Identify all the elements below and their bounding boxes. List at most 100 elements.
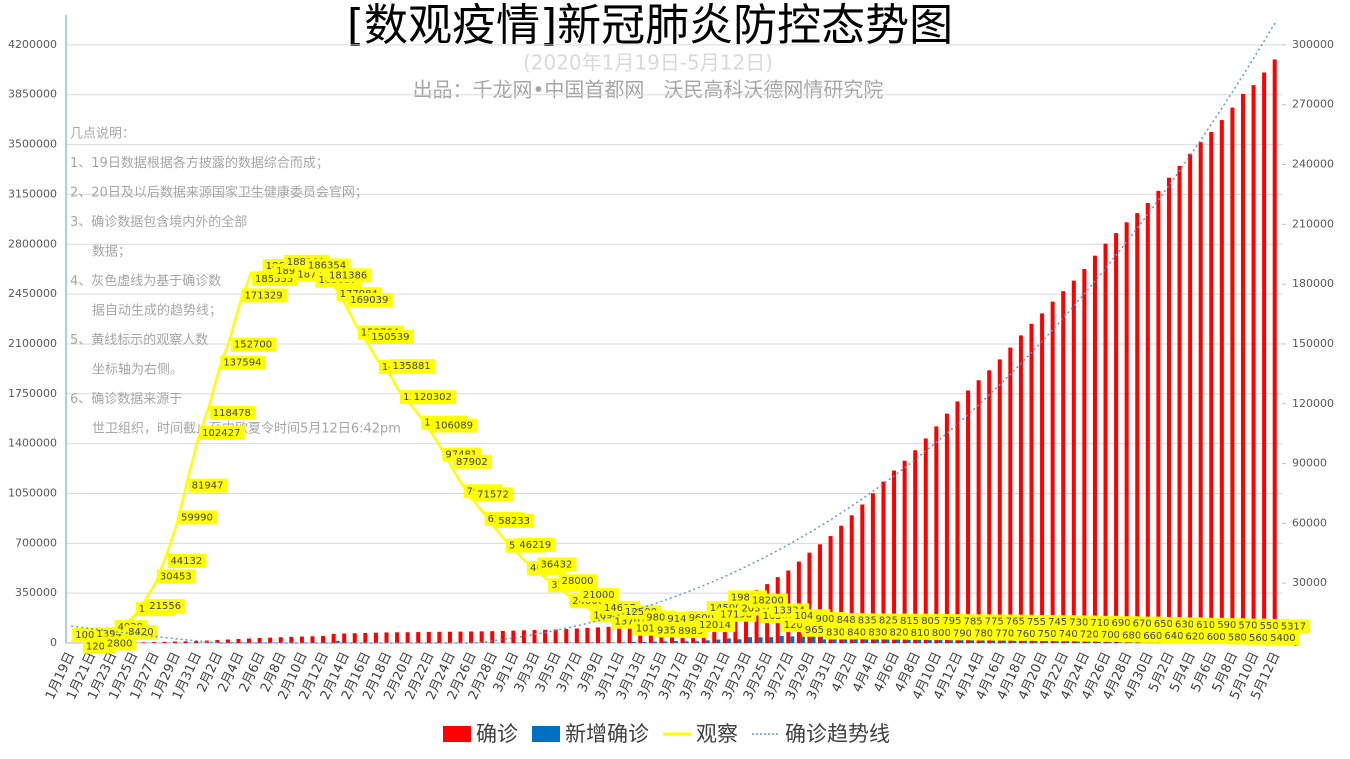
bar [1166,177,1171,643]
data-label: 8150 [900,616,925,627]
bar [352,633,357,643]
data-label: 71572 [477,489,509,500]
data-label: 30453 [160,571,192,582]
bar [902,460,907,643]
note: 2、20日及以后数据来源国家卫生健康委员会官网； [70,185,368,201]
data-label: 7400 [1059,629,1084,640]
bar [384,632,389,643]
bar [695,641,700,643]
y-tick-label: 4200000 [8,38,57,51]
bar [1082,269,1087,643]
bar [1251,85,1256,644]
data-label: 9000 [815,614,840,625]
data-label: 186354 [308,260,346,271]
bar [1240,93,1245,643]
bar [1061,291,1066,643]
data-label-box [1277,619,1311,634]
data-label-box [167,554,207,569]
y2-tick-label: 300000 [1292,38,1334,51]
bar [310,636,315,643]
data-label: 5900 [1217,620,1242,631]
bar [652,641,657,643]
data-label: 13334 [773,605,805,616]
data-label-box [104,636,137,651]
data-label: 8200 [889,628,914,639]
bar [479,631,484,643]
bar [860,504,865,643]
bar [631,642,636,643]
legend-item: 观察 [663,722,738,746]
bar [395,632,400,643]
data-label: 58233 [498,516,530,527]
note: 3、确诊数据包含境内外的全部 [70,214,247,230]
data-label: 10435 [794,611,826,622]
bar [595,627,600,643]
bar [987,370,992,643]
bar [289,636,294,643]
data-label: 7550 [1027,617,1052,628]
y-tick-label: 1050000 [8,486,57,499]
data-label-box [156,569,196,584]
bar [610,642,615,643]
data-label: 46219 [519,540,551,551]
data-label: 137594 [223,358,261,369]
data-label: 21556 [149,601,181,612]
data-label: 8309 [826,627,851,638]
data-label: 17198 [720,610,752,621]
data-label: 44132 [170,556,202,567]
note: 6、确诊数据来源于 [70,392,182,407]
bar [363,632,368,643]
note: 5、黄线标示的观察人数 [70,332,208,348]
bar [684,641,689,643]
bar [543,629,548,643]
data-label-box [199,425,245,440]
data-label: 152700 [234,340,272,351]
data-label: 12014 [699,620,731,631]
bar [458,631,463,643]
data-label: 7100 [1090,618,1115,629]
bar [811,634,816,643]
bar [405,632,410,643]
bar [1209,131,1214,643]
data-label: 6400 [1164,631,1189,642]
bar [173,641,178,643]
data-label: 171329 [244,290,282,301]
data-label: 8250 [879,616,904,627]
note: 几点说明： [70,127,135,142]
data-label: 7300 [1069,617,1094,628]
data-label: 106089 [435,420,473,431]
bar [511,630,516,643]
bar [807,552,812,643]
data-label-box [495,513,535,528]
bar [839,525,844,643]
data-label-box [125,625,158,640]
data-label-box [368,329,414,344]
data-label-box [579,588,619,603]
bar [934,426,939,643]
data-label: 8000 [932,628,957,639]
bar [585,627,590,643]
data-label-box [1267,631,1300,646]
data-label: 9351 [657,625,682,636]
y-tick-label: 700000 [15,536,57,549]
bar [1124,222,1129,643]
bar [236,638,241,643]
data-label: 181386 [329,270,367,281]
bar [870,493,875,643]
bar [215,640,220,643]
data-label: 6900 [1112,618,1137,629]
legend-label: 新增确诊 [565,722,649,746]
note: 1、19日数据根据各方披露的数据综合而成； [70,155,329,171]
bar [1092,255,1097,643]
y-tick-label: 3500000 [8,138,57,151]
data-label: 6200 [1186,632,1211,643]
data-label: 7800 [974,628,999,639]
bar [447,631,452,643]
bar [790,636,795,643]
data-label: 118478 [213,408,251,419]
data-label: 8050 [921,616,946,627]
y2-tick-label: 150000 [1292,337,1334,350]
note: 据自动生成的趋势线； [92,303,222,319]
bar [976,380,981,643]
bar [500,630,505,643]
